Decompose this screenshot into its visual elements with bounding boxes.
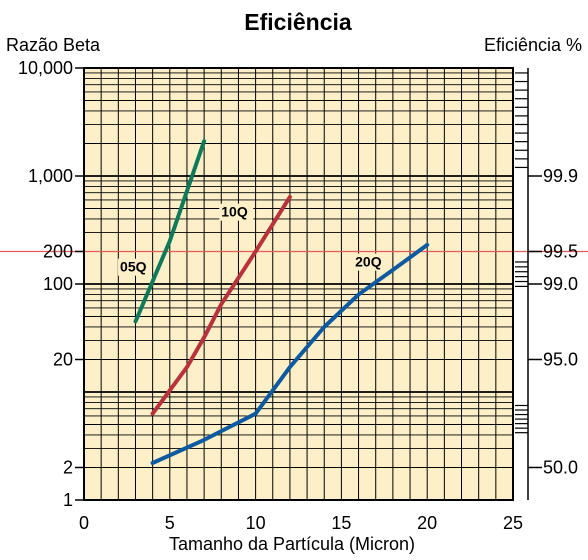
y-tick-label: 2 bbox=[63, 457, 73, 477]
series-label-bg-10q bbox=[219, 203, 254, 221]
y-tick-label-right: 50.0 bbox=[543, 457, 578, 477]
x-tick-label: 25 bbox=[503, 513, 523, 533]
y-tick-label: 1 bbox=[63, 490, 73, 510]
x-tick-label: 15 bbox=[331, 513, 351, 533]
y-tick-label: 100 bbox=[43, 274, 73, 294]
series-line-10q bbox=[150, 194, 292, 416]
y-tick-label-right: 99.5 bbox=[543, 241, 578, 261]
series-line-20q bbox=[150, 242, 430, 465]
y-tick-label: 10,000 bbox=[18, 58, 73, 78]
series-label-bg-20q bbox=[353, 253, 388, 271]
series-label-20q: 20Q bbox=[355, 254, 382, 270]
grid bbox=[84, 68, 513, 500]
y-tick-label-right: 99.9 bbox=[543, 166, 578, 186]
y-tick-label: 200 bbox=[43, 241, 73, 261]
series-label-10q: 10Q bbox=[221, 204, 248, 220]
x-tick-label: 10 bbox=[246, 513, 266, 533]
tick-labels: 0 5 10 15 20 25 10,000 1,000 200 100 20 2 1 99.9 99.5 9… bbox=[18, 58, 578, 533]
y-axis-label-left: Razão Beta bbox=[6, 35, 101, 55]
y-tick-label: 20 bbox=[53, 349, 73, 369]
series-line-05q bbox=[133, 139, 207, 324]
series-label-05q: 05Q bbox=[120, 259, 147, 275]
y-tick-label-right: 95.0 bbox=[543, 349, 578, 369]
x-tick-label: 5 bbox=[165, 513, 175, 533]
y-axis-label-right: Eficiência % bbox=[484, 35, 582, 55]
series-group: 05Q 10Q 20Q bbox=[118, 139, 430, 465]
chart-title: Eficiência bbox=[244, 9, 352, 35]
x-tick-label: 20 bbox=[417, 513, 437, 533]
y-tick-label-right: 99.0 bbox=[543, 274, 578, 294]
x-tick-label: 0 bbox=[79, 513, 89, 533]
y-tick-label: 1,000 bbox=[28, 166, 73, 186]
right-axis bbox=[515, 68, 542, 500]
series-label-bg-05q bbox=[118, 258, 153, 276]
x-axis-label: Tamanho da Partícula (Micron) bbox=[169, 534, 415, 554]
